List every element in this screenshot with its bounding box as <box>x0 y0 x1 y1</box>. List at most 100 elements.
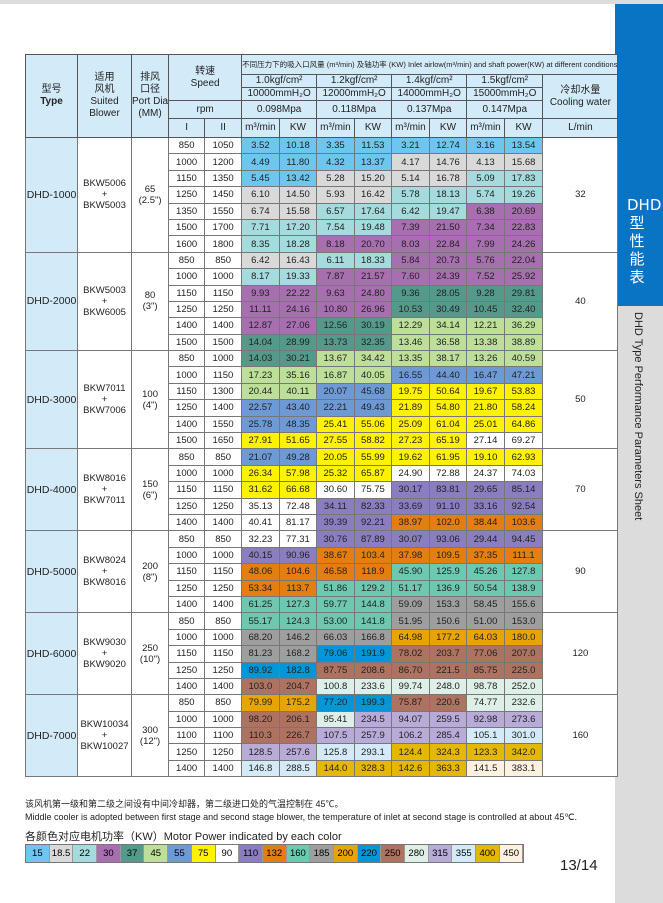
airflow-cell: 86.70 <box>391 661 430 679</box>
rpm-ii: 1550 <box>204 202 243 220</box>
table-row: 1000 1000 8.17 19.33 7.87 21.57 7.60 24.39 7.52 2… <box>26 268 618 286</box>
shaft-power-cell: 45.68 <box>353 382 393 401</box>
shaft-power-cell: 20.73 <box>428 251 468 270</box>
airflow-cell: 30.76 <box>316 530 355 548</box>
rpm-i: 850 <box>168 350 206 368</box>
shaft-power-cell: 221.5 <box>428 661 468 679</box>
shaft-power-cell: 111.1 <box>503 546 544 565</box>
airflow-cell: 105.1 <box>466 727 505 745</box>
airflow-cell: 16.87 <box>316 366 355 384</box>
airflow-cell: 125.8 <box>316 743 355 761</box>
shaft-power-cell: 24.26 <box>503 235 544 253</box>
airflow-cell: 106.2 <box>391 727 430 745</box>
shaft-power-cell: 203.7 <box>428 645 468 663</box>
conditions-title: 不同压力下的吸入口风量 (m³/min) 及轴功率 (KW) Inlet air… <box>241 54 619 75</box>
shaft-power-cell: 103.6 <box>503 513 544 532</box>
rpm-i: 1250 <box>168 399 206 417</box>
rpm-i: 1100 <box>168 727 206 745</box>
airflow-cell: 4.32 <box>316 153 355 171</box>
airflow-cell: 123.3 <box>466 743 505 761</box>
airflow-cell: 48.06 <box>241 563 280 581</box>
airflow-cell: 13.46 <box>391 333 430 352</box>
model-type: DHD-6000 <box>25 612 78 696</box>
shaft-power-cell: 17.20 <box>278 218 318 237</box>
shaft-power-cell: 17.64 <box>353 202 393 220</box>
airflow-cell: 77.20 <box>316 694 355 712</box>
suited-blower: BKW10034 + BKW10027 <box>77 694 132 778</box>
shaft-power-cell: 342.0 <box>503 743 544 761</box>
shaft-power-cell: 54.80 <box>428 399 468 417</box>
shaft-power-cell: 150.6 <box>428 612 468 630</box>
shaft-power-cell: 35.16 <box>278 366 318 384</box>
legend-swatch: 355 <box>452 845 477 862</box>
model-type: DHD-3000 <box>25 350 78 450</box>
rpm-ii: 1250 <box>204 300 243 319</box>
rpm-ii: 1050 <box>204 136 243 155</box>
airflow-cell: 5.28 <box>316 169 355 188</box>
shaft-power-cell: 153.3 <box>428 595 468 614</box>
airflow-cell: 8.17 <box>241 268 280 286</box>
legend-swatch: 15 <box>26 845 50 862</box>
shaft-power-cell: 155.6 <box>503 595 544 614</box>
blower-blower2: BKW10027 <box>80 741 129 753</box>
airflow-cell: 99.74 <box>391 677 430 696</box>
shaft-power-cell: 65.87 <box>353 464 393 483</box>
airflow-cell: 20.07 <box>316 382 355 401</box>
shaft-power-cell: 38.89 <box>503 333 544 352</box>
table-row: 1150 1150 81.23 168.2 79.06 191.9 78.02 203.7 77… <box>26 645 618 663</box>
shaft-power-cell: 21.57 <box>353 268 393 286</box>
shaft-power-cell: 113.7 <box>278 579 318 597</box>
shaft-power-cell: 301.0 <box>503 727 544 745</box>
port-mm: 80 <box>144 290 156 302</box>
airflow-cell: 81.23 <box>241 645 280 663</box>
airflow-cell: 89.92 <box>241 661 280 679</box>
rpm-ii: 1350 <box>204 169 243 188</box>
airflow-cell: 7.54 <box>316 218 355 237</box>
blower-header: 适用 风机 Suited Blower <box>77 54 132 138</box>
shaft-power-cell: 168.2 <box>278 645 318 663</box>
table-row: 1150 1150 48.06 104.6 46.58 118.9 45.90 125.9 45… <box>26 563 618 581</box>
unit-kw: KW <box>353 118 393 138</box>
rpm-i: 850 <box>168 530 206 548</box>
shaft-power-cell: 129.2 <box>353 579 393 597</box>
port-dia: 300 (12") <box>130 694 170 778</box>
airflow-cell: 22.21 <box>316 399 355 417</box>
airflow-cell: 144.0 <box>316 759 355 778</box>
legend-swatch: 30 <box>97 845 121 862</box>
shaft-power-cell: 234.5 <box>353 710 393 729</box>
shaft-power-cell: 22.83 <box>503 218 544 237</box>
shaft-power-cell: 12.74 <box>428 136 468 155</box>
shaft-power-cell: 20.70 <box>353 235 393 253</box>
side-tab-gray <box>615 306 663 903</box>
airflow-cell: 17.23 <box>241 366 280 384</box>
airflow-cell: 9.63 <box>316 284 355 302</box>
rpm-i: 1600 <box>168 235 206 253</box>
airflow-cell: 51.86 <box>316 579 355 597</box>
blower-blower2: BKW6005 <box>83 306 126 318</box>
shaft-power-cell: 13.42 <box>278 169 318 188</box>
table-row: 1000 1200 4.49 11.80 4.32 13.37 4.17 14.76 4.13 1… <box>26 153 618 171</box>
rpm-i: 1250 <box>168 300 206 319</box>
shaft-power-cell: 18.13 <box>428 186 468 204</box>
unit-flow: m³/min <box>316 118 355 138</box>
legend-swatch: 132 <box>262 845 287 862</box>
shaft-power-cell: 10.18 <box>278 136 318 155</box>
unit-kw: KW <box>428 118 468 138</box>
table-row: 1500 1700 7.71 17.20 7.54 19.48 7.39 21.50 7.34 2… <box>26 218 618 237</box>
airflow-cell: 21.89 <box>391 399 430 417</box>
shaft-power-cell: 25.92 <box>503 268 544 286</box>
shaft-power-cell: 19.26 <box>503 186 544 204</box>
airflow-cell: 45.26 <box>466 563 505 581</box>
unit-flow: m³/min <box>241 118 280 138</box>
shaft-power-cell: 24.80 <box>353 284 393 302</box>
airflow-cell: 13.67 <box>316 350 355 368</box>
rpm-i: 1000 <box>168 153 206 171</box>
shaft-power-cell: 94.45 <box>503 530 544 548</box>
airflow-cell: 4.13 <box>466 153 505 171</box>
shaft-power-cell: 177.2 <box>428 628 468 647</box>
port-inch: (10") <box>139 653 161 665</box>
notes: 该风机第一级和第二级之间设有中间冷却器，第二级进口处的气温控制在 45℃。 Mi… <box>25 798 577 824</box>
rpm-i: 1000 <box>168 628 206 647</box>
table-row: 1150 1150 9.93 22.22 9.63 24.80 9.36 28.05 9.28 2… <box>26 284 618 302</box>
